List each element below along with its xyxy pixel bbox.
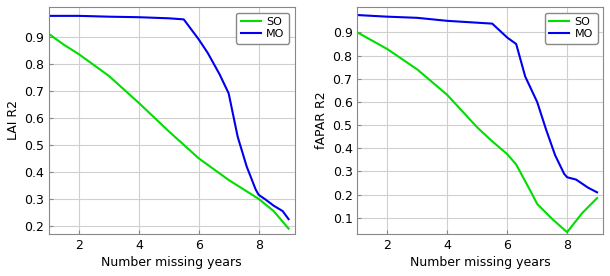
SO (503, 152, 511, 156)
SO (384, 47, 391, 51)
MO (572, 178, 580, 181)
MO (489, 22, 496, 25)
MO (564, 176, 571, 179)
SO (512, 163, 520, 166)
SO (578, 211, 586, 215)
MO (414, 16, 421, 20)
SO (528, 191, 535, 194)
MO (443, 19, 451, 23)
MO (522, 75, 529, 78)
MO (252, 188, 259, 191)
SO (548, 217, 556, 221)
MO (279, 209, 286, 213)
MO (354, 14, 361, 17)
MO (534, 100, 541, 104)
SO (534, 202, 541, 206)
MO (270, 204, 278, 207)
SO (564, 230, 571, 234)
MO (561, 172, 568, 176)
MO (503, 36, 511, 39)
MO (255, 193, 262, 197)
SO (473, 126, 481, 129)
Line: SO: SO (357, 33, 597, 232)
SO (414, 68, 421, 71)
SO (225, 178, 232, 182)
MO (135, 15, 143, 19)
MO (165, 17, 173, 20)
MO (243, 165, 250, 168)
Legend: SO, MO: SO, MO (545, 12, 598, 44)
Line: MO: MO (49, 16, 289, 219)
X-axis label: Number missing years: Number missing years (410, 256, 551, 269)
MO (512, 42, 520, 46)
SO (354, 31, 361, 34)
X-axis label: Number missing years: Number missing years (101, 256, 242, 269)
SO (105, 74, 112, 78)
MO (473, 21, 481, 24)
SO (594, 197, 601, 200)
SO (60, 43, 68, 46)
Y-axis label: fAPAR R2: fAPAR R2 (315, 92, 328, 149)
MO (551, 153, 559, 157)
MO (216, 73, 223, 76)
MO (384, 15, 391, 18)
MO (261, 197, 268, 201)
MO (542, 128, 550, 131)
MO (75, 14, 82, 17)
MO (234, 135, 242, 138)
SO (270, 209, 278, 213)
Line: SO: SO (49, 34, 289, 229)
SO (45, 32, 52, 36)
Legend: SO, MO: SO, MO (236, 12, 289, 44)
MO (584, 186, 592, 189)
MO (594, 191, 601, 194)
Line: MO: MO (357, 15, 597, 192)
SO (443, 93, 451, 97)
SO (285, 227, 292, 230)
SO (75, 53, 82, 56)
MO (285, 217, 292, 221)
MO (225, 92, 232, 95)
SO (489, 140, 496, 143)
SO (135, 101, 143, 105)
SO (195, 157, 203, 160)
MO (105, 15, 112, 18)
MO (45, 14, 52, 17)
MO (180, 18, 187, 21)
SO (255, 197, 262, 201)
MO (195, 38, 203, 41)
Y-axis label: LAI R2: LAI R2 (7, 100, 20, 140)
SO (165, 130, 173, 133)
MO (204, 51, 212, 55)
